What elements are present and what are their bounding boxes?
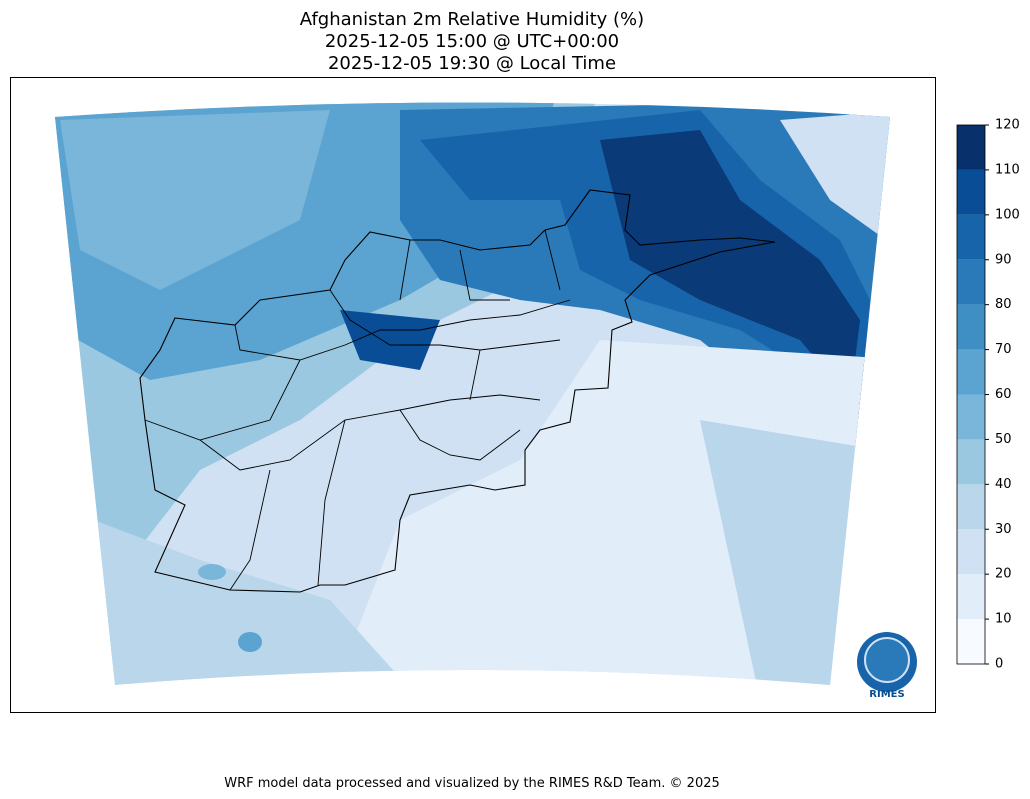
colorbar-band [957,394,985,440]
colorbar-band [957,259,985,305]
colorbar-band [957,484,985,530]
humidity-field [55,102,890,685]
colorbar-tick-label: 80 [995,297,1012,312]
colorbar-band [957,439,985,485]
colorbar-tick-label: 30 [995,522,1012,537]
colorbar-band [957,214,985,260]
logo: RIMES [857,632,917,700]
colorbar-tick-label: 60 [995,387,1012,402]
province-borders [144,229,571,591]
colorbar-band [957,619,985,664]
colorbar-band [957,529,985,575]
colorbar-band [957,304,985,350]
logo-text: RIMES [869,689,904,700]
colorbar-tick-label: 0 [995,657,1003,672]
title-line: 2025-12-05 19:30 @ Local Time [328,53,616,74]
colorbar-tick-label: 100 [995,207,1020,222]
colorbar-band [957,574,985,620]
title-line: 2025-12-05 15:00 @ UTC+00:00 [325,31,619,52]
colorbar-tick-label: 90 [995,252,1012,267]
colorbar-tick-label: 70 [995,342,1012,357]
footer: WRF model data processed and visualized … [224,776,720,791]
colorbar-tick-label: 40 [995,477,1012,492]
colorbar-band [957,125,985,170]
country-border [139,189,776,593]
colorbar-band [957,349,985,395]
colorbar-tick-label: 50 [995,432,1012,447]
colorbar: 0 10 20 30 40 50 60 70 80 90 100 110 120 [956,118,1020,672]
colorbar-band [957,169,985,215]
colorbar-tick-label: 10 [995,612,1012,627]
colorbar-tick-label: 110 [995,162,1020,177]
colorbar-tick-label: 20 [995,567,1012,582]
colorbar-tick-label: 120 [995,118,1020,133]
title-line: Afghanistan 2m Relative Humidity (%) [300,9,644,30]
